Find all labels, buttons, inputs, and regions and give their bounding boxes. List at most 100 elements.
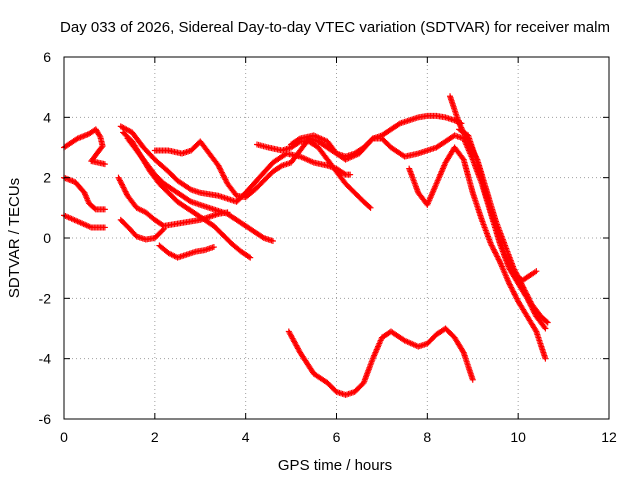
y-axis-label: SDTVAR / TECUs: [6, 178, 23, 298]
data-point: [521, 287, 528, 294]
data-point: [544, 319, 551, 326]
data-point: [506, 281, 513, 288]
x-tick-label: 0: [60, 429, 68, 445]
data-point: [525, 295, 532, 302]
data-point: [122, 188, 129, 195]
data-point: [215, 162, 222, 169]
data-point: [492, 250, 499, 257]
data-point: [533, 268, 540, 275]
data-point: [119, 183, 126, 190]
data-point: [520, 284, 527, 291]
data-point: [116, 176, 123, 183]
data-point: [116, 177, 123, 184]
data-point: [259, 234, 266, 241]
data-point: [367, 204, 374, 211]
data-point: [494, 253, 501, 260]
data-point: [507, 283, 514, 290]
data-point: [494, 254, 501, 261]
data-point: [510, 289, 517, 296]
data-point: [222, 176, 229, 183]
data-point: [216, 163, 223, 170]
data-point: [519, 281, 526, 288]
data-point: [525, 294, 532, 301]
data-point: [219, 170, 226, 177]
y-tick-labels: -6 -4 -2 0 2 4 6: [39, 49, 52, 427]
data-point: [542, 355, 549, 362]
data-point: [118, 180, 125, 187]
x-tick-label: 8: [423, 429, 431, 445]
data-point: [492, 249, 499, 256]
data-point: [523, 291, 530, 298]
data-point: [217, 166, 224, 173]
y-tick-label: 4: [43, 109, 51, 125]
data-point: [101, 224, 108, 231]
data-point: [524, 293, 531, 300]
data-point: [395, 121, 402, 128]
data-point: [210, 244, 217, 251]
data-point: [123, 189, 130, 196]
data-point: [224, 209, 231, 216]
data-point: [91, 205, 98, 212]
data-point: [223, 177, 230, 184]
y-tick-label: -2: [39, 290, 52, 306]
data-point: [522, 288, 529, 295]
data-point: [218, 168, 225, 175]
data-point: [506, 280, 513, 287]
data-point: [341, 170, 348, 177]
data-point: [469, 376, 476, 383]
data-point: [509, 287, 516, 294]
data-point: [277, 163, 284, 170]
data-point: [121, 187, 128, 194]
data-point: [456, 121, 463, 128]
data-point: [216, 165, 223, 172]
data-point: [347, 171, 354, 178]
data-point: [269, 238, 276, 245]
data-point: [493, 252, 500, 259]
data-point: [508, 285, 515, 292]
data-point: [120, 184, 127, 191]
x-tick-labels: 0 2 4 6 8 10 12: [60, 429, 617, 445]
data-point: [160, 225, 167, 232]
data-point: [543, 318, 550, 325]
data-point: [295, 136, 302, 143]
data-point: [117, 178, 124, 185]
data-point: [247, 254, 254, 261]
data-point: [159, 227, 166, 234]
data-point: [519, 283, 526, 290]
data-point: [490, 245, 497, 252]
data-point: [513, 294, 520, 301]
data-point: [101, 206, 108, 213]
data-point: [456, 120, 463, 127]
data-point: [511, 291, 518, 298]
x-tick-label: 10: [510, 429, 526, 445]
data-point: [488, 242, 495, 249]
data-point: [218, 169, 225, 176]
x-tick-label: 4: [242, 429, 250, 445]
data-point: [115, 174, 122, 181]
data-point: [220, 172, 227, 179]
data-point: [510, 288, 517, 295]
data-point: [527, 298, 534, 305]
data-point: [96, 132, 103, 139]
axis-ticks: [63, 56, 610, 420]
data-point: [121, 185, 128, 192]
x-tick-label: 2: [151, 429, 159, 445]
x-tick-label: 12: [601, 429, 617, 445]
x-axis-label: GPS time / hours: [278, 457, 392, 474]
y-tick-label: 6: [43, 49, 51, 65]
data-point: [541, 324, 548, 331]
data-point: [245, 253, 252, 260]
data-point: [118, 181, 125, 188]
data-point: [489, 243, 496, 250]
y-tick-label: -6: [39, 411, 52, 427]
data-point: [495, 256, 502, 263]
data-point: [490, 246, 497, 253]
y-tick-label: 0: [43, 230, 51, 246]
data-point: [496, 257, 503, 264]
data-point: [512, 292, 519, 299]
data-point: [523, 290, 530, 297]
data-point: [487, 241, 494, 248]
data-point: [459, 348, 466, 355]
chart-title: Day 033 of 2026, Sidereal Day-to-day VTE…: [60, 19, 610, 36]
